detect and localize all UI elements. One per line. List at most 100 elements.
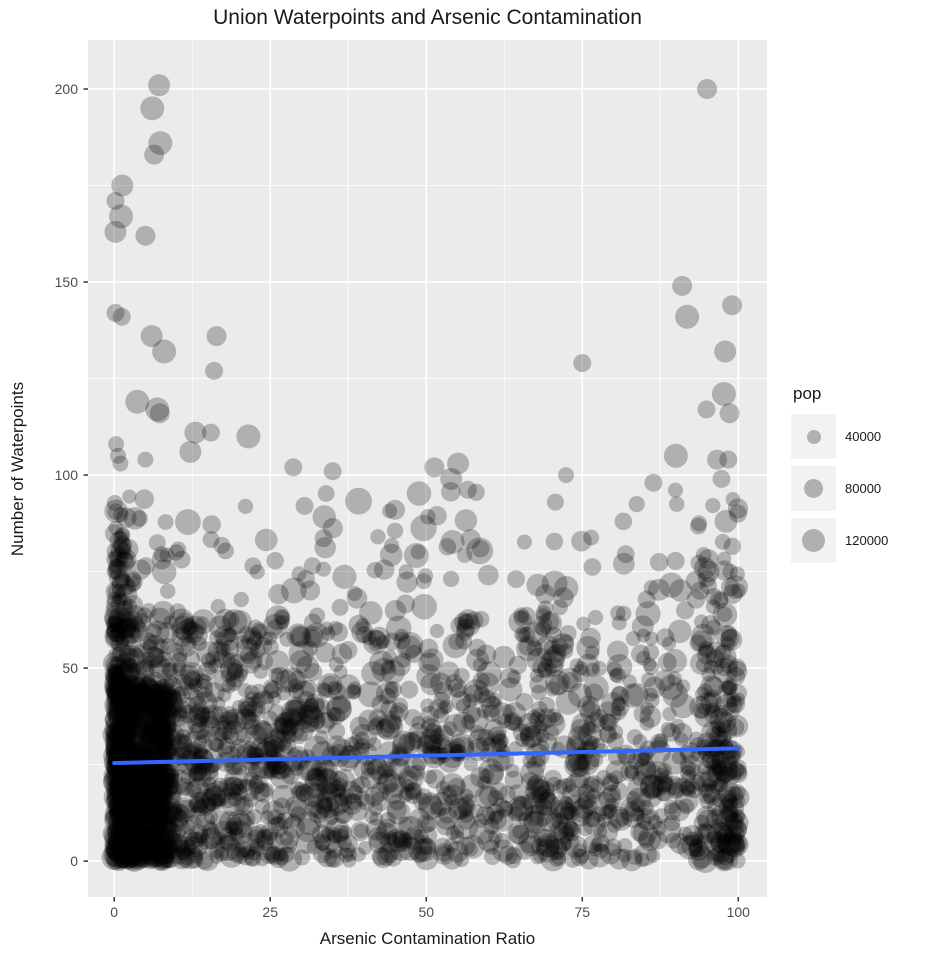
data-point: [109, 776, 130, 796]
data-point: [110, 593, 133, 616]
data-point: [303, 557, 322, 575]
data-point: [250, 781, 270, 802]
data-point: [728, 758, 747, 777]
data-point: [476, 644, 497, 665]
data-point: [125, 843, 142, 860]
data-point: [606, 661, 623, 677]
data-point: [145, 646, 164, 666]
data-point: [303, 783, 330, 809]
data-point: [679, 765, 697, 782]
data-point: [716, 730, 732, 746]
data-point: [125, 774, 145, 794]
data-point: [670, 718, 686, 734]
data-point: [317, 767, 338, 788]
data-point: [619, 796, 645, 823]
data-point: [109, 798, 128, 818]
data-point: [275, 825, 300, 850]
data-point: [137, 678, 161, 702]
data-point: [171, 652, 188, 668]
data-point: [135, 761, 160, 785]
data-point: [245, 699, 264, 718]
data-point: [175, 701, 193, 719]
data-point: [106, 722, 126, 742]
data-point: [361, 629, 377, 646]
data-point: [449, 744, 467, 762]
data-point: [535, 605, 552, 622]
data-point: [110, 616, 130, 635]
data-point: [153, 791, 170, 809]
size-dot-icon: [804, 479, 823, 498]
data-point: [139, 632, 158, 651]
data-point: [435, 845, 452, 862]
data-point: [477, 564, 499, 586]
data-point: [140, 774, 162, 796]
data-point: [657, 762, 672, 778]
data-point: [535, 584, 555, 604]
data-point: [243, 849, 261, 866]
data-point: [297, 690, 316, 709]
data-point: [714, 509, 738, 533]
data-point: [229, 827, 245, 842]
data-point: [389, 655, 411, 677]
data-point: [448, 633, 465, 650]
data-point: [123, 740, 150, 767]
data-point: [260, 822, 279, 841]
data-point: [263, 679, 279, 695]
data-point: [518, 830, 542, 854]
data-point: [253, 783, 274, 803]
data-point: [107, 612, 123, 629]
data-point: [600, 692, 626, 717]
data-point: [124, 814, 143, 833]
data-point: [182, 615, 207, 639]
data-point: [106, 678, 133, 705]
data-point: [144, 723, 161, 740]
data-point: [690, 515, 708, 532]
data-point: [432, 707, 449, 724]
data-point: [530, 779, 552, 800]
data-point: [331, 598, 349, 616]
data-point: [116, 736, 133, 753]
data-point: [489, 737, 507, 755]
data-point: [230, 783, 248, 802]
data-point: [438, 661, 460, 683]
data-point: [551, 633, 575, 657]
data-point: [380, 833, 401, 854]
data-point: [400, 785, 416, 801]
data-point: [118, 678, 136, 696]
data-point: [710, 835, 728, 853]
data-point: [413, 835, 434, 856]
data-point: [642, 782, 661, 800]
data-point: [443, 838, 459, 853]
data-point: [130, 719, 149, 738]
data-point: [569, 658, 584, 673]
data-point: [150, 767, 175, 792]
data-point: [278, 846, 295, 863]
data-point: [724, 575, 749, 599]
data-point: [156, 805, 172, 821]
data-point: [714, 765, 731, 782]
data-point: [203, 782, 222, 801]
data-point: [147, 771, 167, 791]
data-point: [108, 559, 132, 582]
data-point: [348, 784, 364, 801]
data-point: [384, 680, 399, 695]
size-dot-icon: [802, 529, 825, 552]
data-point: [249, 564, 265, 580]
data-point: [243, 770, 259, 786]
legend-key-box: [791, 466, 836, 511]
data-point: [155, 727, 172, 744]
data-point: [596, 701, 622, 727]
data-point: [462, 704, 481, 724]
data-point: [366, 561, 384, 579]
data-point: [389, 837, 414, 862]
data-point: [591, 660, 607, 676]
data-point: [128, 772, 144, 788]
data-point: [721, 693, 737, 709]
data-point: [103, 784, 129, 810]
data-point: [155, 817, 174, 836]
data-point: [176, 839, 191, 854]
data-point: [114, 840, 137, 862]
data-point: [587, 843, 612, 868]
data-point: [127, 690, 148, 710]
data-point: [709, 707, 733, 731]
